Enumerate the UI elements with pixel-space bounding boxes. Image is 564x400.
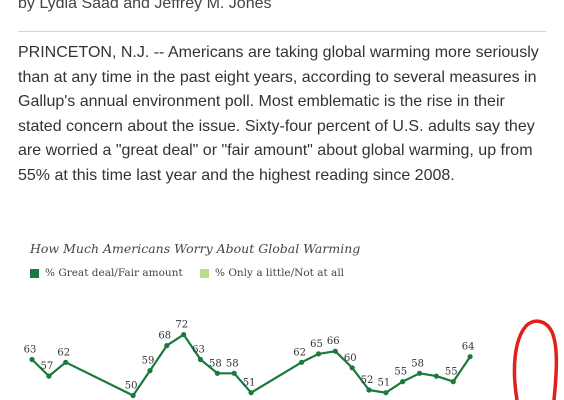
- data-point: [248, 390, 254, 396]
- article-byline: by Lydia Saad and Jeffrey M. Jones: [18, 0, 272, 12]
- red-annotation-circle: [512, 319, 559, 400]
- data-label: 55: [445, 367, 458, 378]
- data-label: 50: [125, 381, 138, 392]
- data-point: [332, 348, 338, 354]
- data-point: [433, 373, 439, 379]
- data-point: [231, 370, 237, 376]
- data-point: [467, 354, 473, 360]
- data-point: [315, 351, 322, 357]
- data-label: 51: [243, 378, 256, 389]
- data-point: [197, 356, 204, 363]
- data-label: 59: [142, 356, 155, 367]
- legend-item-only-little: % Only a little/Not at all: [200, 267, 344, 279]
- data-point: [181, 332, 187, 338]
- data-point: [29, 356, 35, 363]
- data-point: [417, 370, 423, 376]
- data-point: [400, 379, 406, 385]
- data-point: [63, 359, 69, 365]
- data-point: [349, 365, 355, 371]
- data-point: [130, 392, 136, 399]
- data-label: 52: [361, 375, 374, 386]
- data-point: [299, 359, 305, 365]
- data-point: [366, 387, 372, 393]
- data-label: 64: [462, 342, 475, 353]
- series-line-great-deal: [31, 333, 472, 397]
- legend-label-only-little: % Only a little/Not at all: [215, 267, 345, 279]
- data-point: [383, 390, 389, 396]
- legend-swatch-light: [200, 268, 209, 278]
- legend-label-great-deal: % Great deal/Fair amount: [45, 267, 183, 279]
- data-point: [164, 343, 170, 349]
- data-label: 58: [209, 358, 222, 369]
- article-body: PRINCETON, N.J. -- Americans are taking …: [18, 44, 539, 184]
- data-point: [450, 379, 456, 385]
- data-label: 65: [310, 339, 323, 350]
- chart-title: How Much Americans Worry About Global Wa…: [30, 241, 361, 256]
- data-label: 72: [175, 320, 188, 331]
- data-label: 51: [378, 378, 391, 389]
- data-label: 58: [411, 358, 424, 369]
- data-point: [46, 373, 52, 379]
- data-label: 63: [24, 345, 37, 356]
- data-label: 60: [344, 353, 357, 364]
- data-label: 66: [327, 336, 340, 347]
- data-label: 57: [41, 361, 54, 372]
- data-point: [147, 368, 153, 374]
- data-label: 58: [226, 358, 239, 369]
- data-point: [214, 370, 220, 376]
- data-label: 55: [394, 367, 407, 378]
- divider: [18, 31, 546, 32]
- legend-item-great-deal: % Great deal/Fair amount: [30, 267, 183, 279]
- data-label: 62: [293, 347, 306, 358]
- data-label: 63: [192, 345, 205, 356]
- data-label: 62: [57, 347, 70, 358]
- data-label: 68: [158, 331, 171, 342]
- legend-swatch-dark: [30, 268, 39, 278]
